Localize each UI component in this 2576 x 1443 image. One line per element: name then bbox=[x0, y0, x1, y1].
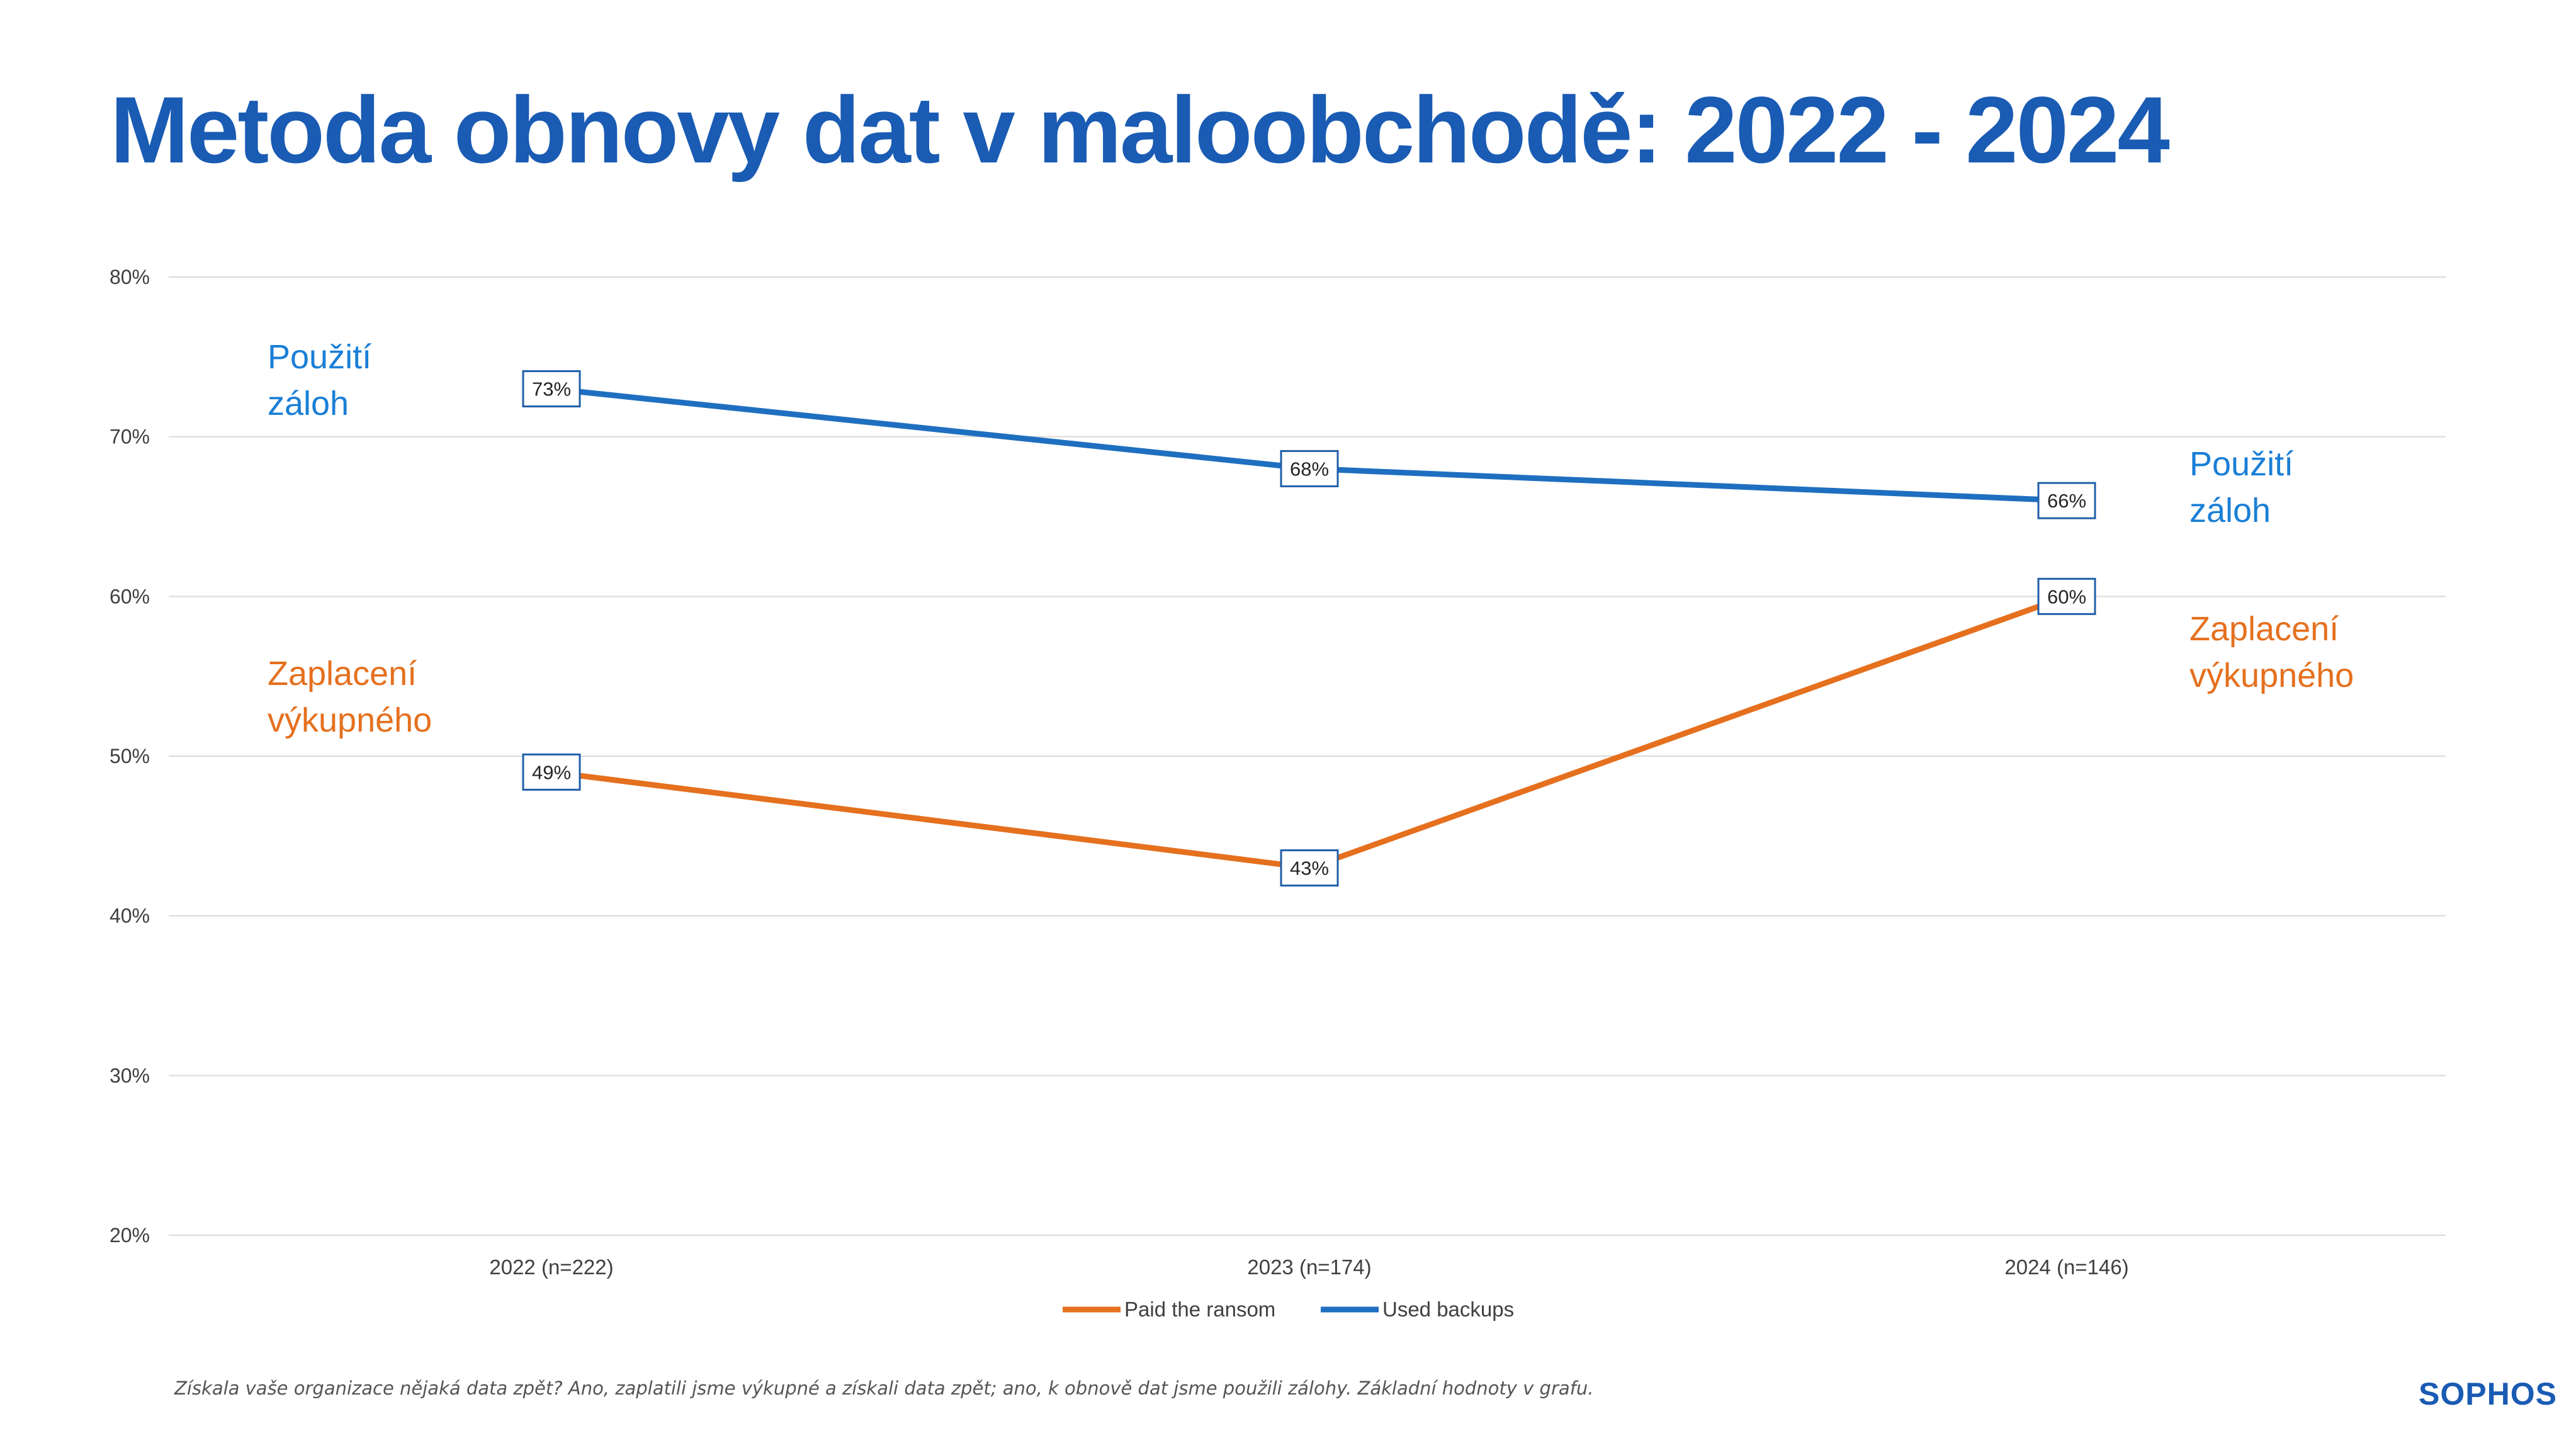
y-tick-label: 60% bbox=[110, 585, 150, 608]
data-label: 43% bbox=[1280, 849, 1339, 887]
data-labels: 49% 43% 60% 73% 68% 66% bbox=[522, 370, 2096, 887]
y-tick-label: 50% bbox=[110, 745, 150, 767]
annotation-backups-left: Použití záloh bbox=[268, 338, 372, 422]
data-label-text: 43% bbox=[1290, 857, 1329, 880]
y-tick-label: 40% bbox=[110, 905, 150, 927]
data-label-box bbox=[522, 370, 581, 408]
y-tick-label: 20% bbox=[110, 1224, 150, 1247]
data-label-text: 68% bbox=[1290, 458, 1329, 480]
data-label-box bbox=[522, 753, 581, 791]
legend-label: Paid the ransom bbox=[1124, 1298, 1275, 1321]
series-line bbox=[548, 593, 2070, 871]
gridlines bbox=[169, 276, 2446, 1236]
legend: Paid the ransom Used backups bbox=[1063, 1298, 1514, 1321]
y-tick-label: 70% bbox=[110, 426, 150, 448]
data-label-box bbox=[1280, 849, 1339, 887]
data-label-text: 49% bbox=[532, 761, 571, 783]
data-label: 60% bbox=[2037, 577, 2096, 615]
x-axis-ticks: 2022 (n=222) 2023 (n=174) 2024 (n=146) bbox=[489, 1255, 2128, 1279]
y-tick-label: 80% bbox=[110, 266, 150, 288]
data-label: 73% bbox=[522, 370, 581, 408]
data-label-text: 60% bbox=[2047, 586, 2086, 608]
legend-item: Paid the ransom bbox=[1063, 1298, 1275, 1321]
data-label-box bbox=[2037, 577, 2096, 615]
footnote: Získala vaše organizace nějaká data zpět… bbox=[174, 1378, 1594, 1399]
legend-item: Used backups bbox=[1321, 1298, 1514, 1321]
legend-label: Used backups bbox=[1382, 1298, 1514, 1321]
sophos-logo: SOPHOS bbox=[2419, 1376, 2557, 1412]
data-label: 68% bbox=[1280, 450, 1339, 487]
chart-title: Metoda obnovy dat v maloobchodě: 2022 - … bbox=[110, 77, 2170, 183]
data-label-box bbox=[1280, 450, 1339, 487]
data-label: 49% bbox=[522, 753, 581, 791]
x-tick-label: 2022 (n=222) bbox=[489, 1255, 613, 1279]
data-label-text: 73% bbox=[532, 378, 571, 400]
annotation-ransom-left: Zaplacení výkupného bbox=[268, 655, 432, 739]
y-axis-ticks: 20% 30% 40% 50% 60% 70% 80% bbox=[110, 266, 150, 1247]
y-tick-label: 30% bbox=[110, 1064, 150, 1087]
x-tick-label: 2024 (n=146) bbox=[2004, 1255, 2128, 1279]
data-label-text: 66% bbox=[2047, 490, 2086, 512]
data-label: 66% bbox=[2037, 482, 2096, 519]
x-tick-label: 2023 (n=174) bbox=[1247, 1255, 1371, 1279]
annotation-backups-right: Použití záloh bbox=[2189, 445, 2294, 529]
annotation-ransom-right: Zaplacení výkupného bbox=[2189, 610, 2354, 694]
data-label-box bbox=[2037, 482, 2096, 519]
